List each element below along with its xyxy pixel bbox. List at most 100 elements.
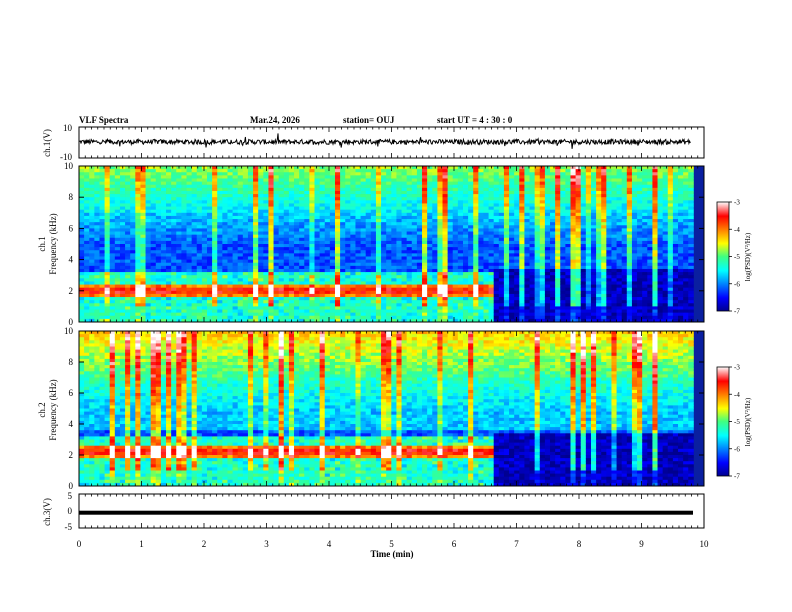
spectrogram-cell [79,190,85,195]
spectrogram-cell [585,259,592,264]
spectrogram-cell [114,222,121,226]
spectrogram-cell [324,315,331,320]
spectrogram-cell [135,200,141,204]
spectrogram-cell [575,172,582,176]
spectrogram-cell [278,253,285,257]
spectrogram-cell [288,287,295,292]
spectrogram-cell [478,287,484,292]
spectrogram-cell [201,315,208,320]
spectrogram-cell [114,178,121,182]
spectrogram-cell [222,225,228,229]
spectrogram-cell [401,175,408,179]
spectrogram-cell [135,293,141,298]
spectrogram-cell [544,200,551,204]
spectrogram-cell [268,184,274,189]
spectrogram-cell [411,197,418,201]
spectrogram-cell [247,194,254,198]
spectrogram-cell [493,197,500,201]
spectrogram-cell [585,197,592,201]
spectrogram-cell [381,262,387,267]
spectrogram-cell [585,228,592,232]
spectrogram-cell [391,247,397,251]
spectrogram-cell [468,234,474,239]
spectrogram-cell [171,209,177,214]
spectrogram-cell [355,231,361,236]
spectrogram-cell [227,237,233,242]
spectrogram-cell [437,237,443,242]
spectrogram-cell [519,181,525,186]
spectrogram-cell [166,259,172,264]
spectrogram-cell [206,244,213,248]
spectrogram-cell [155,237,162,242]
spectrogram-cell [340,268,346,273]
spectrogram-cell [258,300,264,304]
spectrogram-cell [422,172,428,176]
spectrogram-cell [145,200,152,204]
spectrogram-cell [119,290,126,295]
spectrogram-cell [381,175,387,179]
spectrogram-cell [294,215,300,220]
spectrogram-cell [575,293,582,298]
spectrogram-cell [227,166,233,170]
spectrogram-cell [416,275,423,279]
spectrogram-cell [278,215,285,220]
spectrogram-cell [319,206,326,211]
spectrogram-cell [565,212,571,217]
spectrogram-cell [191,284,198,289]
spectrogram-cell [391,303,397,307]
spectrogram-cell [84,209,90,214]
spectrogram-cell [150,225,157,229]
spectrogram-cell [206,231,213,236]
spectrogram-cell [427,178,433,182]
spectrogram-cell [268,284,274,289]
spectrogram-cell [309,234,315,239]
spectrogram-cell [427,244,433,248]
spectrogram-cell [478,278,484,282]
spectrogram-cell [299,250,305,254]
spectrogram-cell [447,240,454,245]
spectrogram-cell [176,212,182,217]
spectrogram-cell [360,166,367,170]
spectrogram-cell [109,240,116,245]
spectrogram-cell [319,278,326,282]
spectrogram-cell [99,250,105,254]
spectrogram-cell [273,234,280,239]
spectrogram-cell [375,268,382,273]
spectrogram-cell [94,203,100,207]
spectrogram-cell [288,228,295,232]
spectrogram-cell [350,318,356,323]
spectrogram-cell [381,209,387,214]
spectrogram-cell [324,184,331,189]
spectrogram-cell [539,259,546,264]
spectrogram-cell [570,228,577,232]
spectrogram-cell [570,287,577,292]
spectrogram-cell [135,297,141,301]
spectrogram-cell [114,278,121,282]
spectrogram-cell [145,215,152,220]
spectrogram-cell [447,178,454,182]
spectrogram-cell [570,303,577,307]
spectrogram-cell [375,290,382,295]
spectrogram-cell [268,172,274,176]
spectrogram-cell [386,206,392,211]
spectrogram-cell [253,259,259,264]
spectrogram-cell [94,293,100,298]
spectrogram-cell [104,284,111,289]
spectrogram-cell [155,175,162,179]
spectrogram-cell [166,228,172,232]
spectrogram-cell [196,293,203,298]
spectrogram-cell [176,287,182,292]
spectrogram-cell [273,287,280,292]
spectrogram-cell [488,209,495,214]
spectrogram-cell [468,262,474,267]
spectrogram-cell [529,268,536,273]
spectrogram-cell [401,293,408,298]
spectrogram-cell [166,293,172,298]
spectrogram-cell [263,290,269,295]
spectrogram-cell [478,215,484,220]
spectrogram-cell [422,309,428,314]
spectrogram-cell [560,187,566,192]
spectrogram-cell [529,309,536,314]
spectrogram-cell [196,262,203,267]
spectrogram-cell [140,278,146,282]
